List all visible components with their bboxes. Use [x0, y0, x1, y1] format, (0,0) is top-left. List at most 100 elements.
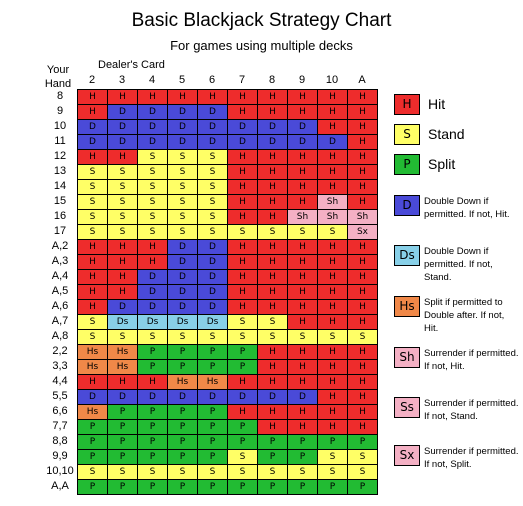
legend-swatch: H [394, 94, 420, 115]
strategy-cell: D [108, 120, 138, 135]
strategy-cell: D [228, 135, 258, 150]
strategy-cell: H [348, 315, 378, 330]
legend-text: Double Down if permitted. If not, Hit. [424, 196, 510, 220]
hand-label: 7,7 [52, 420, 68, 432]
strategy-cell: S [168, 195, 198, 210]
strategy-cell: S [168, 330, 198, 345]
strategy-cell: H [288, 195, 318, 210]
strategy-cell: H [108, 255, 138, 270]
strategy-cell: S [78, 465, 108, 480]
strategy-cell: H [78, 285, 108, 300]
hand-label: 13 [53, 165, 67, 177]
strategy-cell: D [168, 240, 198, 255]
strategy-cell: H [348, 390, 378, 405]
dealer-card-header: 8 [268, 74, 276, 86]
strategy-cell: S [168, 465, 198, 480]
dealer-card-header: 7 [238, 74, 246, 86]
strategy-cell: P [78, 450, 108, 465]
legend-swatch: Sx [394, 445, 420, 466]
strategy-cell: S [108, 180, 138, 195]
strategy-cell: H [108, 150, 138, 165]
strategy-cell: H [318, 270, 348, 285]
strategy-cell: P [258, 435, 288, 450]
strategy-cell: S [348, 450, 378, 465]
strategy-cell: P [138, 345, 168, 360]
strategy-cell: P [108, 450, 138, 465]
strategy-cell: P [168, 435, 198, 450]
legend-swatch: Ss [394, 397, 420, 418]
strategy-cell: Hs [78, 345, 108, 360]
strategy-cell: S [198, 330, 228, 345]
strategy-cell: D [198, 390, 228, 405]
strategy-cell: D [168, 390, 198, 405]
strategy-cell: Hs [78, 405, 108, 420]
strategy-cell: S [138, 210, 168, 225]
strategy-cell: H [168, 90, 198, 105]
strategy-cell: D [168, 270, 198, 285]
strategy-cell: H [288, 180, 318, 195]
strategy-cell: S [78, 195, 108, 210]
hand-label: 6,6 [52, 405, 68, 417]
strategy-cell: D [168, 285, 198, 300]
hand-label: 10 [53, 120, 67, 132]
strategy-cell: P [318, 480, 348, 495]
strategy-cell: H [108, 285, 138, 300]
legend-swatch: S [394, 124, 420, 145]
legend: H Hit S Stand P Split D Double Down if permitte… [394, 0, 523, 506]
strategy-cell: S [258, 225, 288, 240]
strategy-cell: Sh [318, 210, 348, 225]
strategy-cell: S [258, 315, 288, 330]
strategy-cell: S [228, 315, 258, 330]
strategy-cell: H [348, 255, 378, 270]
legend-text: Split [428, 156, 456, 172]
strategy-cell: H [288, 405, 318, 420]
strategy-cell: S [228, 465, 258, 480]
strategy-cell: P [228, 345, 258, 360]
legend-text: Surrender if permitted. If not, Split. [424, 446, 519, 470]
strategy-cell: S [108, 330, 138, 345]
strategy-cell: S [78, 225, 108, 240]
strategy-cell: H [348, 135, 378, 150]
strategy-cell: H [288, 360, 318, 375]
legend-text: Surrender if permitted. If not, Hit. [424, 348, 519, 372]
strategy-cell: S [198, 150, 228, 165]
strategy-cell: Ds [198, 315, 228, 330]
strategy-cell: P [228, 360, 258, 375]
strategy-cell: S [198, 225, 228, 240]
strategy-cell: S [108, 225, 138, 240]
strategy-cell: Sx [348, 225, 378, 240]
strategy-cell: H [348, 240, 378, 255]
strategy-cell: D [138, 120, 168, 135]
strategy-cell: H [228, 240, 258, 255]
hand-label: A,3 [51, 255, 69, 267]
strategy-cell: S [108, 465, 138, 480]
chart-subtitle: For games using multiple decks [170, 38, 353, 53]
hand-label: 17 [53, 225, 67, 237]
strategy-cell: H [318, 255, 348, 270]
strategy-cell: Sh [318, 195, 348, 210]
strategy-cell: P [168, 420, 198, 435]
strategy-cell: S [198, 195, 228, 210]
strategy-cell: H [228, 375, 258, 390]
strategy-cell: S [78, 315, 108, 330]
strategy-cell: S [108, 210, 138, 225]
strategy-cell: D [168, 300, 198, 315]
strategy-cell: H [348, 300, 378, 315]
strategy-cell: Hs [108, 360, 138, 375]
legend-text: Hit [428, 96, 446, 112]
strategy-cell: H [228, 90, 258, 105]
strategy-cell: H [318, 105, 348, 120]
strategy-cell: D [78, 120, 108, 135]
strategy-cell: D [108, 105, 138, 120]
strategy-cell: S [228, 330, 258, 345]
strategy-cell: Ds [138, 315, 168, 330]
strategy-cell: D [198, 270, 228, 285]
strategy-cell: Sh [288, 210, 318, 225]
strategy-cell: P [198, 435, 228, 450]
strategy-cell: Hs [78, 360, 108, 375]
